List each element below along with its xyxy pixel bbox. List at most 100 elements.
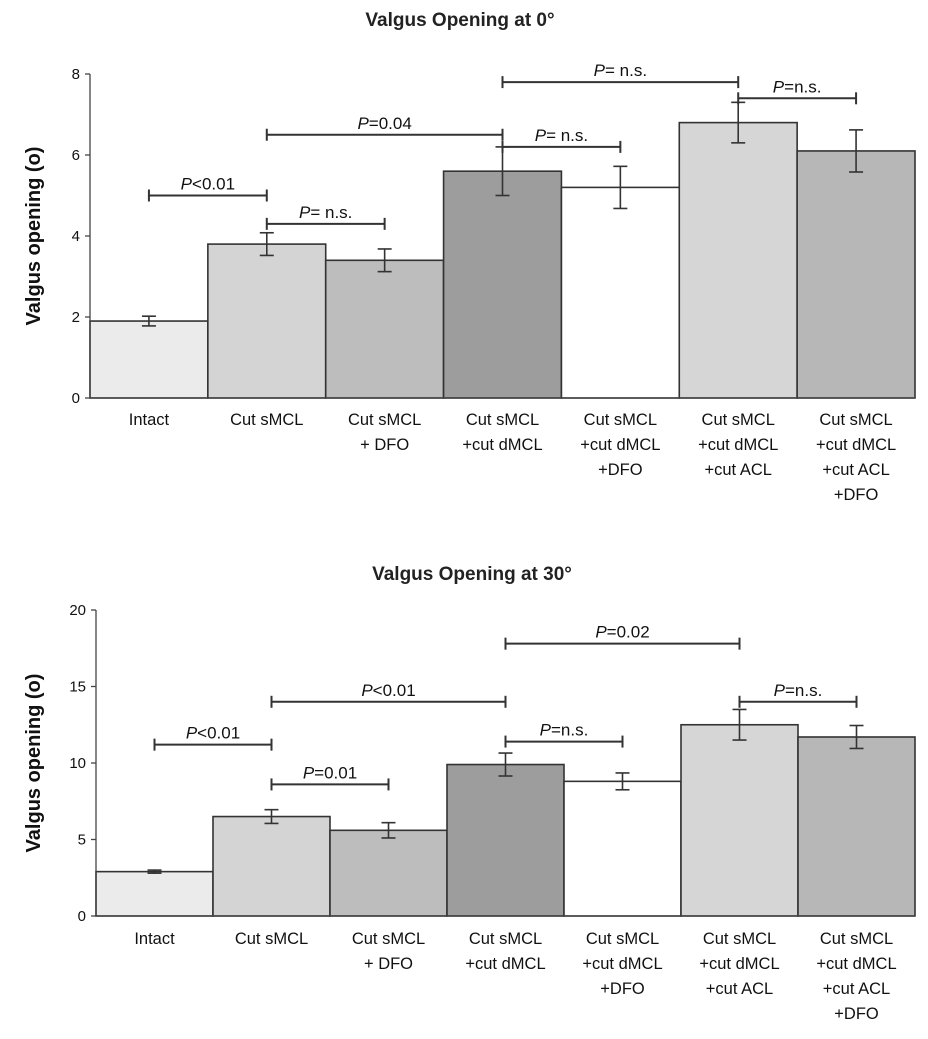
y-tick-label-3: 6 [72,147,80,164]
bar-4 [563,780,682,917]
category-label-line: +cut dMCL [580,436,660,454]
sig-label-value: <0.01 [192,175,235,194]
category-label-line: +cut dMCL [816,955,896,973]
y-tick-label-2: 4 [72,228,80,245]
category-label-line: Cut sMCL [584,411,657,429]
y-tick-label-4: 20 [69,602,86,619]
sig-label-p: P [299,203,311,222]
category-label-line: +cut dMCL [816,436,896,454]
sig-label-2: P<0.01 [361,681,415,700]
category-label-line: +DFO [834,486,879,504]
sig-label-5: P=n.s. [773,77,822,96]
sig-label-value: =0.01 [314,763,357,782]
category-label-line: +DFO [600,980,645,998]
category-label-line: +cut dMCL [582,955,662,973]
category-label-line: +cut ACL [706,980,773,998]
category-label-1: Cut sMCL [235,930,308,948]
sig-label-1: P=0.01 [303,763,357,782]
category-label-4: Cut sMCL +cut dMCL +DFO [580,411,660,479]
category-label-1: Cut sMCL [230,411,303,429]
bar-0 [95,870,214,917]
bar-5 [678,121,798,399]
category-label-line: Cut sMCL [230,411,303,429]
sig-label-value: <0.01 [197,724,240,743]
sig-label-value: =0.04 [369,114,412,133]
bar-0 [89,320,209,399]
category-label-line: Cut sMCL [702,411,775,429]
category-label-0: Intact [129,411,170,429]
y-tick-label-4: 8 [72,66,80,83]
category-label-line: +cut ACL [705,461,772,479]
sig-label-0: P<0.01 [186,724,240,743]
category-label-line: +cut dMCL [698,436,778,454]
sig-label-value: =n.s. [784,77,821,96]
category-label-line: +cut ACL [822,461,889,479]
sig-label-p: P [357,114,369,133]
category-label-line: + DFO [364,955,413,973]
bar-3 [446,763,565,917]
category-label-line: Cut sMCL [469,930,542,948]
chart-svg-0: Valgus Opening at 0° Valgus opening (o) 0 2… [23,10,916,504]
sig-label-p: P [773,77,785,96]
chart-title: Valgus Opening at 30° [372,564,572,585]
sig-label-4: P= n.s. [594,61,647,80]
chart-svg-30: Valgus Opening at 30° Valgus opening (o) 0… [23,564,916,1023]
category-label-line: Cut sMCL [466,411,539,429]
sig-label-value: =0.02 [607,623,650,642]
sig-label-p: P [535,126,547,145]
bar-2 [329,829,448,917]
sig-label-value: = n.s. [605,61,647,80]
category-label-2: Cut sMCL + DFO [348,411,421,454]
sig-label-value: = n.s. [310,203,352,222]
bar-2 [324,259,445,399]
category-label-line: Intact [129,411,170,429]
category-label-5: Cut sMCL +cut dMCL +cut ACL [698,411,778,479]
category-label-line: Cut sMCL [586,930,659,948]
sig-label-p: P [303,763,315,782]
bar-6 [797,736,916,917]
category-label-line: + DFO [360,436,409,454]
sig-label-2: P=0.04 [357,114,411,133]
category-label-line: Cut sMCL [348,411,421,429]
y-axis-label: Valgus opening (o) [23,147,45,326]
sig-label-5: P=n.s. [774,681,823,700]
category-label-4: Cut sMCL +cut dMCL +DFO [582,930,662,998]
y-tick-label-0: 0 [78,908,86,925]
sig-label-p: P [186,724,198,743]
category-label-line: Cut sMCL [703,930,776,948]
category-label-line: +cut dMCL [462,436,542,454]
y-tick-label-2: 10 [69,755,86,772]
category-label-line: +cut dMCL [465,955,545,973]
sig-label-value: = n.s. [546,126,588,145]
sig-label-3: P= n.s. [535,126,588,145]
sig-label-value: =n.s. [785,681,822,700]
category-label-line: +cut ACL [823,980,890,998]
sig-label-p: P [594,61,606,80]
chart-valgus-30: Valgus Opening at 30° Valgus opening (o) 0… [0,540,928,1039]
sig-label-p: P [540,721,552,740]
sig-label-value: <0.01 [373,681,416,700]
sig-label-1: P= n.s. [299,203,352,222]
sig-label-value: =n.s. [551,721,588,740]
category-label-line: +cut dMCL [699,955,779,973]
bar-4 [560,186,681,399]
category-label-6: Cut sMCL +cut dMCL +cut ACL +DFO [816,930,896,1023]
y-tick-label-1: 5 [78,832,86,849]
bar-6 [796,150,916,399]
category-label-line: Cut sMCL [235,930,308,948]
y-tick-label-0: 0 [72,390,80,407]
y-axis-label: Valgus opening (o) [23,674,45,853]
bar-5 [680,723,799,917]
sig-label-p: P [181,175,193,194]
category-label-line: +DFO [834,1005,879,1023]
chart-valgus-0: Valgus Opening at 0° Valgus opening (o) 0 2… [23,10,916,504]
sig-label-0: P<0.01 [181,175,235,194]
sig-label-p: P [774,681,786,700]
sig-label-p: P [595,623,607,642]
category-label-3: Cut sMCL +cut dMCL [462,411,542,454]
category-label-2: Cut sMCL + DFO [352,930,425,973]
bar-3 [442,170,563,399]
category-label-line: Intact [134,930,175,948]
category-label-0: Intact [134,930,175,948]
bar-1 [212,815,331,917]
